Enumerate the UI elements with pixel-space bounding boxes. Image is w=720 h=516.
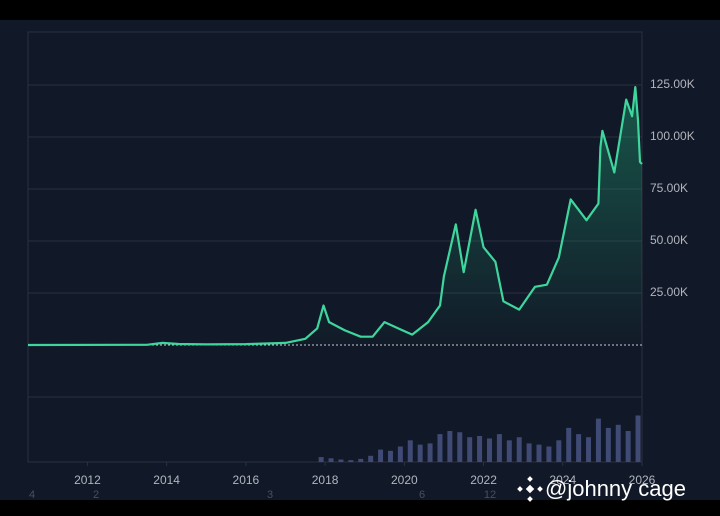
volume-bar bbox=[467, 437, 473, 462]
volume-bar bbox=[338, 459, 344, 462]
annotation: 4 bbox=[29, 489, 35, 501]
volume-bar bbox=[605, 427, 611, 462]
y-tick-label: 75.00K bbox=[650, 181, 688, 195]
area bbox=[28, 87, 642, 345]
volume-bar bbox=[328, 458, 334, 462]
volume-bar bbox=[615, 424, 621, 462]
volume-bar bbox=[437, 434, 443, 462]
volume-bar bbox=[566, 427, 572, 462]
y-tick-label: 100.00K bbox=[650, 129, 695, 143]
volume-bar bbox=[358, 458, 364, 462]
volume-bar bbox=[318, 457, 324, 462]
y-tick-label: 25.00K bbox=[650, 285, 688, 299]
x-tick-label: 2026 bbox=[629, 473, 656, 487]
annotation: 6 bbox=[419, 489, 425, 501]
volume-bar bbox=[368, 455, 374, 462]
annotation: 2 bbox=[93, 489, 99, 501]
volume-bar bbox=[397, 446, 403, 462]
volume-bar bbox=[506, 440, 512, 462]
volume-bar bbox=[546, 446, 552, 462]
x-tick-label: 2016 bbox=[233, 473, 260, 487]
volume-bar bbox=[417, 444, 423, 462]
x-tick-label: 2024 bbox=[549, 473, 576, 487]
volume-bar bbox=[586, 437, 592, 462]
volume-bar bbox=[576, 434, 582, 462]
annotation: 12 bbox=[484, 489, 496, 501]
x-tick-label: 2020 bbox=[391, 473, 418, 487]
volume-bar bbox=[477, 435, 483, 462]
volume-bar bbox=[496, 434, 502, 462]
x-tick-label: 2018 bbox=[312, 473, 339, 487]
volume-bar bbox=[407, 440, 413, 462]
volume-bar bbox=[595, 418, 601, 462]
volume-bar bbox=[536, 444, 542, 462]
y-tick-label: 125.00K bbox=[650, 77, 695, 91]
x-tick-label: 2014 bbox=[153, 473, 180, 487]
volume-bar bbox=[447, 431, 453, 462]
volume-bar bbox=[486, 438, 492, 462]
price-line bbox=[27, 86, 643, 347]
volume-bar bbox=[348, 460, 354, 462]
volume-bar bbox=[625, 431, 631, 462]
x-tick-label: 2022 bbox=[470, 473, 497, 487]
y-tick-label: 50.00K bbox=[650, 233, 688, 247]
x-tick-label: 2012 bbox=[74, 473, 101, 487]
volume-bar bbox=[556, 440, 562, 462]
volume-bar bbox=[635, 415, 641, 462]
volume-bar bbox=[457, 432, 463, 462]
volume-bar bbox=[427, 443, 433, 462]
volume-bar bbox=[387, 450, 393, 462]
volume-bar bbox=[378, 449, 384, 462]
volume-bar bbox=[526, 443, 532, 462]
annotation: 3 bbox=[267, 489, 273, 501]
volume-bar bbox=[516, 437, 522, 462]
watermark: @johnny cage bbox=[545, 476, 686, 501]
